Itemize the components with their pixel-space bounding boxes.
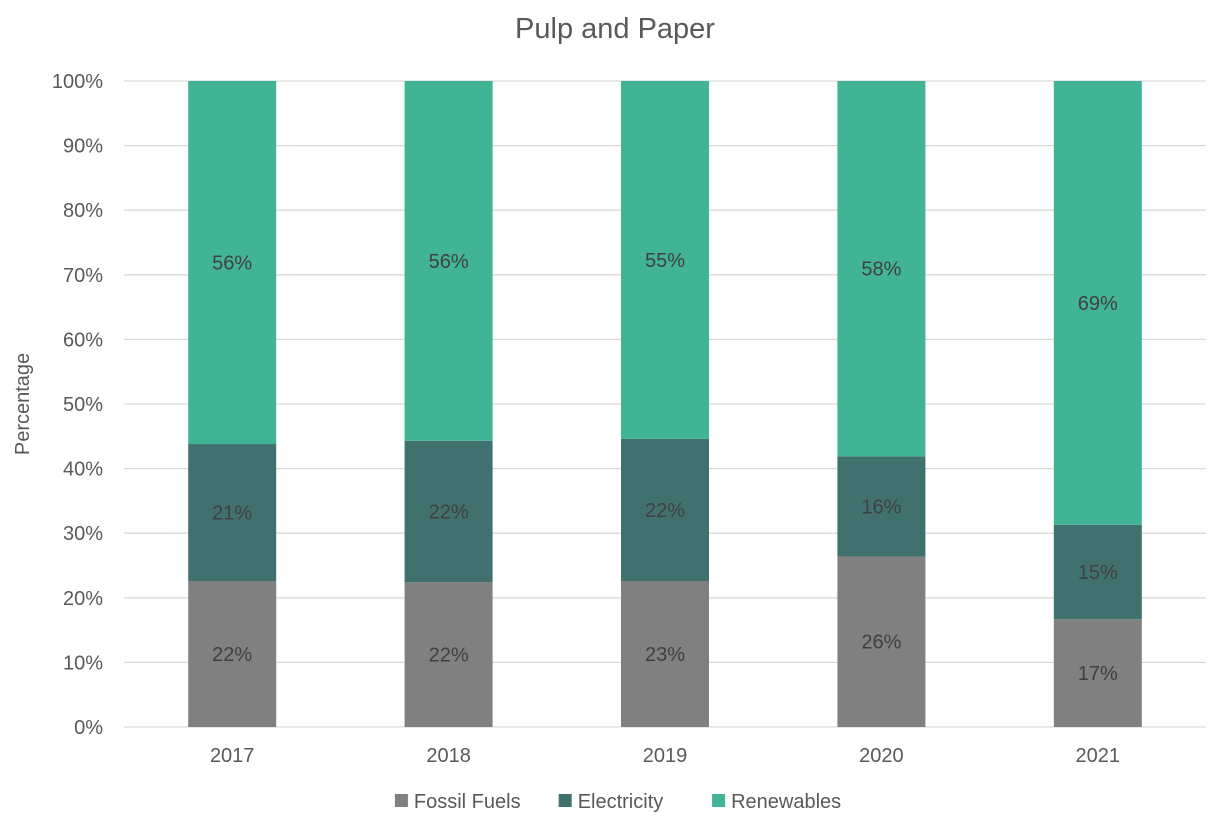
data-label: 22% <box>212 644 252 666</box>
data-label: 21% <box>212 503 252 525</box>
x-tick-label: 2020 <box>859 745 904 767</box>
data-label: 22% <box>645 500 685 522</box>
y-tick-label: 70% <box>63 265 103 287</box>
data-label: 15% <box>1078 562 1118 584</box>
chart-title: Pulp and Paper <box>515 13 715 45</box>
data-labels: 22% 21% 56% 22% 22% 56% 23% 22% 55% 26% 16% 58% 17% 1… <box>212 250 1118 685</box>
data-label: 55% <box>645 250 685 272</box>
bar-segment <box>404 81 493 441</box>
y-tick-label: 20% <box>63 588 103 610</box>
y-tick-label: 40% <box>63 459 103 481</box>
legend-label: Electricity <box>578 791 664 813</box>
bar-segment <box>837 456 926 557</box>
bar-segment <box>837 81 926 457</box>
y-tick-label: 0% <box>74 717 103 739</box>
bar-segment <box>188 444 277 582</box>
data-label: 22% <box>429 502 469 524</box>
data-label: 17% <box>1078 663 1118 685</box>
y-tick-label: 50% <box>63 394 103 416</box>
y-tick-label: 100% <box>52 71 103 93</box>
data-label: 69% <box>1078 293 1118 315</box>
data-label: 56% <box>429 251 469 273</box>
bar-segment <box>1053 619 1142 727</box>
legend: Fossil Fuels Electricity Renewables <box>394 791 841 813</box>
y-tick-labels: 0% 10% 20% 30% 40% 50% 60% 70% 80% 90% 100% <box>52 71 103 739</box>
legend-swatch <box>712 794 726 807</box>
y-tick-label: 90% <box>63 136 103 158</box>
x-tick-label: 2019 <box>643 745 688 767</box>
legend-label: Fossil Fuels <box>414 791 521 813</box>
bar-segment <box>621 438 709 582</box>
bar-segment <box>188 81 277 445</box>
bar-segment <box>404 440 493 583</box>
data-label: 56% <box>212 253 252 275</box>
data-label: 23% <box>645 644 685 666</box>
y-tick-label: 10% <box>63 652 103 674</box>
legend-label: Renewables <box>731 791 841 813</box>
y-axis-label: Percentage <box>12 353 34 455</box>
data-label: 16% <box>861 496 901 518</box>
bar-segment <box>621 581 709 727</box>
data-label: 22% <box>429 645 469 667</box>
bar-segment <box>1053 81 1142 525</box>
bar-segment <box>404 582 493 727</box>
bar-segment <box>621 81 709 439</box>
bar-segment <box>188 581 277 727</box>
legend-swatch <box>558 794 572 807</box>
x-tick-label: 2017 <box>210 745 255 767</box>
bar-segment <box>837 556 926 727</box>
x-tick-label: 2021 <box>1076 745 1121 767</box>
y-tick-label: 60% <box>63 329 103 351</box>
legend-swatch <box>394 794 408 807</box>
data-label: 26% <box>861 632 901 654</box>
bars <box>188 81 1142 727</box>
bar-segment <box>1053 524 1142 620</box>
data-label: 58% <box>861 259 901 281</box>
x-tick-labels: 2017 2018 2019 2020 2021 <box>210 745 1120 767</box>
y-tick-label: 30% <box>63 523 103 545</box>
x-tick-label: 2018 <box>426 745 471 767</box>
y-tick-label: 80% <box>63 200 103 222</box>
